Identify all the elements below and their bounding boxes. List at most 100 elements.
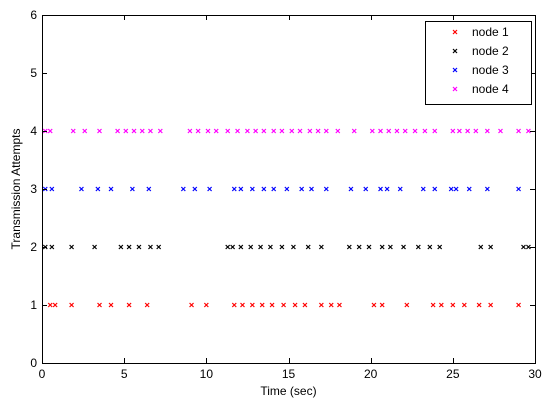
data-point: [131, 128, 137, 134]
data-point: [231, 186, 237, 192]
legend-label: node 4: [472, 82, 509, 96]
y-axis-ticks: 0 1 2 3 4 5 6: [30, 8, 535, 370]
x-tick-label: 15: [282, 367, 296, 381]
data-point: [238, 244, 244, 250]
data-points: [42, 128, 531, 308]
data-point: [397, 186, 403, 192]
data-point: [516, 186, 521, 192]
y-tick-label: 4: [30, 124, 37, 138]
data-point: [230, 244, 236, 250]
data-point: [461, 302, 467, 308]
data-point: [267, 244, 273, 250]
data-point: [328, 302, 334, 308]
data-point: [427, 244, 433, 250]
data-point: [238, 186, 244, 192]
data-point: [415, 244, 421, 250]
data-point: [394, 128, 400, 134]
data-point: [49, 244, 55, 250]
data-point: [244, 128, 250, 134]
x-axis-ticks: 0 5 10 15 20 25 30: [39, 15, 542, 381]
data-point: [195, 128, 201, 134]
data-point: [379, 244, 385, 250]
x-tick-label: 30: [528, 367, 542, 381]
data-point: [346, 244, 352, 250]
data-point: [498, 128, 503, 134]
data-point: [69, 244, 75, 250]
data-point: [47, 302, 53, 308]
data-point: [231, 302, 237, 308]
data-point: [92, 244, 98, 250]
data-point: [271, 186, 277, 192]
data-point: [363, 186, 369, 192]
series-node-1: [47, 302, 521, 308]
data-point: [69, 302, 75, 308]
y-tick-label: 3: [30, 182, 37, 196]
data-point: [438, 302, 444, 308]
data-point: [369, 128, 375, 134]
data-point: [136, 244, 142, 250]
y-tick-label: 0: [30, 356, 37, 370]
y-axis-label: Transmission Attempts: [9, 129, 23, 250]
data-point: [249, 302, 255, 308]
data-point: [291, 244, 296, 250]
data-point: [126, 244, 132, 250]
x-axis-label: Time (sec): [260, 384, 316, 398]
data-point: [450, 302, 456, 308]
data-point: [323, 128, 329, 134]
data-point: [52, 302, 58, 308]
data-point: [297, 128, 303, 134]
data-point: [302, 302, 308, 308]
data-point: [299, 186, 305, 192]
data-point: [95, 186, 101, 192]
data-point: [108, 186, 114, 192]
data-point: [315, 128, 321, 134]
data-point: [488, 244, 494, 250]
data-point: [189, 302, 194, 308]
data-point: [450, 128, 456, 134]
data-point: [148, 244, 153, 250]
data-point: [465, 128, 471, 134]
legend-marker: [452, 86, 458, 92]
data-point: [207, 186, 213, 192]
data-point: [289, 128, 295, 134]
data-point: [466, 186, 472, 192]
y-tick-label: 6: [30, 8, 37, 22]
data-point: [516, 302, 521, 308]
data-point: [476, 302, 482, 308]
data-point: [144, 302, 150, 308]
data-point: [366, 244, 372, 250]
series-node-4: [42, 128, 531, 134]
data-point: [279, 244, 285, 250]
data-point: [129, 186, 135, 192]
data-point: [437, 244, 443, 250]
series-node-3: [42, 186, 521, 192]
data-point: [348, 186, 354, 192]
data-point: [148, 128, 153, 134]
data-point: [521, 244, 526, 250]
legend-box: [425, 21, 532, 105]
legend-label: node 3: [472, 63, 509, 77]
legend-entry: node 4: [452, 82, 509, 96]
data-point: [422, 128, 428, 134]
data-point: [248, 244, 254, 250]
legend: node 1 node 2 node 3 node 4: [425, 21, 532, 105]
legend-entry: node 1: [452, 25, 509, 39]
y-tick-label: 2: [30, 240, 37, 254]
data-point: [473, 128, 479, 134]
data-point: [139, 128, 145, 134]
data-point: [356, 244, 362, 250]
data-point: [157, 128, 163, 134]
data-point: [526, 244, 531, 250]
data-point: [47, 128, 53, 134]
data-point: [203, 302, 209, 308]
data-point: [205, 128, 211, 134]
legend-entry: node 3: [452, 63, 509, 77]
data-point: [123, 128, 129, 134]
y-tick-label: 5: [30, 66, 37, 80]
data-point: [97, 128, 102, 134]
data-point: [279, 128, 285, 134]
data-point: [386, 128, 392, 134]
data-point: [70, 128, 76, 134]
data-point: [82, 128, 88, 134]
data-point: [271, 128, 277, 134]
